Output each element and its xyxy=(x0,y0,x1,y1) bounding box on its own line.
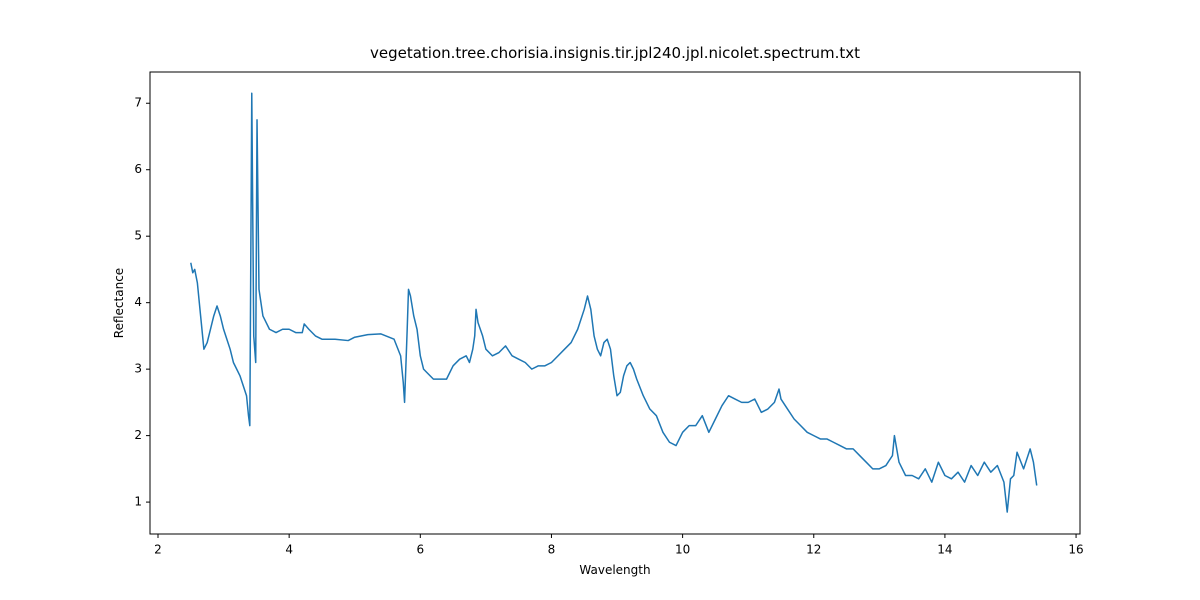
x-tick-label: 16 xyxy=(1068,543,1083,557)
chart-title: vegetation.tree.chorisia.insignis.tir.jp… xyxy=(370,44,860,62)
y-axis-label: Reflectance xyxy=(112,268,126,338)
y-tick-label: 4 xyxy=(134,295,142,309)
y-tick-label: 6 xyxy=(134,162,142,176)
x-tick-label: 14 xyxy=(937,543,952,557)
x-tick-label: 8 xyxy=(548,543,556,557)
y-tick-label: 1 xyxy=(134,495,142,509)
spectrum-line xyxy=(190,92,1038,513)
plot-frame xyxy=(149,71,1081,535)
x-tick-label: 4 xyxy=(285,543,293,557)
x-tick-label: 6 xyxy=(416,543,424,557)
x-tick-label: 12 xyxy=(806,543,821,557)
x-tick-label: 2 xyxy=(154,543,162,557)
y-tick-label: 3 xyxy=(134,362,142,376)
y-tick-label: 2 xyxy=(134,428,142,442)
y-tick-label: 5 xyxy=(134,229,142,243)
y-tick-label: 7 xyxy=(134,96,142,110)
x-axis-label: Wavelength xyxy=(579,563,650,577)
x-tick-label: 10 xyxy=(675,543,690,557)
